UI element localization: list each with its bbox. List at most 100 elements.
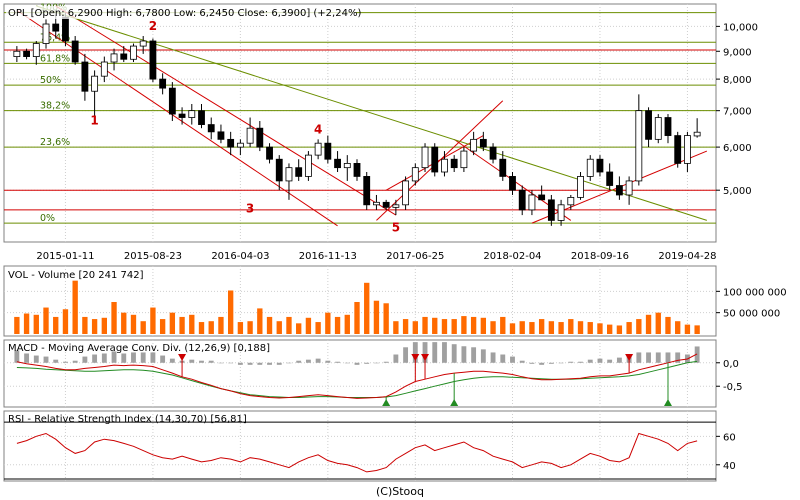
candle-body	[227, 138, 235, 148]
volume-bar	[150, 307, 156, 334]
volume-bar	[305, 317, 312, 334]
candle-body	[596, 158, 604, 173]
candle-body	[557, 204, 565, 221]
histogram-bar	[189, 359, 195, 363]
volume-bar	[393, 321, 399, 334]
volume-bar	[237, 322, 244, 334]
candle-body	[149, 40, 157, 80]
volume-bar	[383, 303, 389, 334]
fibonacci-levels: 100%76,4%61,8%50%38,2%23,6%0%	[4, 3, 716, 224]
macd-panel-frame	[3, 339, 717, 408]
candle-body	[275, 158, 283, 182]
candle-body	[402, 180, 410, 206]
x-tick-label: 2019-04-28	[658, 251, 716, 262]
histogram-bar	[480, 349, 486, 363]
histogram-bar	[276, 362, 282, 365]
macd-y-axis: 0,0 -0,5	[716, 359, 743, 393]
volume-bar	[364, 282, 370, 334]
volume-bar	[111, 302, 117, 334]
candle-body	[431, 146, 439, 173]
volume-bar	[296, 323, 302, 334]
volume-bar	[432, 317, 438, 334]
y-tick-label: 9,000	[723, 47, 752, 58]
volume-bar	[334, 316, 341, 334]
x-tick-label: 2015-08-23	[124, 251, 182, 262]
candle-body	[71, 40, 79, 63]
histogram-bar	[24, 353, 30, 363]
histogram-bar	[383, 361, 389, 363]
candle-body	[91, 75, 99, 92]
volume-bar	[529, 322, 535, 334]
trend-line	[36, 5, 708, 221]
y-tick-label: 10,000	[723, 22, 758, 33]
candle-body	[130, 45, 137, 60]
buy-marker	[663, 399, 672, 406]
candle-body	[100, 61, 108, 77]
fibonacci-label: 50%	[40, 75, 61, 86]
volume-bar	[286, 316, 292, 334]
histogram-bar	[675, 352, 681, 363]
candle-body	[499, 158, 507, 177]
histogram-bar	[510, 356, 515, 363]
volume-bar	[675, 321, 681, 334]
wave-label: 2	[149, 19, 157, 33]
histogram-bar	[568, 361, 574, 363]
histogram-bar	[228, 362, 234, 364]
candle-body	[693, 131, 701, 137]
volume-bar	[169, 312, 176, 334]
candle-body	[489, 146, 497, 160]
rsi-title: RSI - Relative Strength Index (14,30,70)…	[8, 414, 247, 425]
volume-panel: 50 000 000 100 000 000 VOL - Volume [20 2…	[3, 265, 787, 337]
x-tick-label: 2017-06-25	[386, 251, 444, 262]
price-y-axis: 5,000 6,000 7,000 8,000 9,000 10,000	[716, 22, 758, 197]
histogram-bar	[247, 362, 253, 365]
candle-body	[188, 110, 196, 118]
candle-body	[13, 50, 21, 57]
candle-body	[421, 146, 429, 169]
candle-body	[606, 171, 614, 186]
volume-bar	[23, 313, 30, 334]
candle-body	[538, 194, 546, 201]
histogram-bar	[422, 342, 428, 363]
histogram-bar	[519, 360, 525, 363]
volume-bar	[461, 316, 467, 334]
macd-histogram	[14, 342, 700, 365]
volume-bar	[189, 314, 195, 334]
volume-bar	[402, 319, 409, 334]
volume-bar	[14, 316, 20, 334]
x-tick-label: 2015-01-11	[36, 251, 94, 262]
candle-body	[547, 199, 555, 221]
candle-body	[363, 176, 371, 206]
histogram-bar	[548, 362, 554, 364]
volume-bar	[344, 314, 350, 334]
volume-bar	[558, 322, 564, 334]
candle-body	[32, 43, 40, 57]
histogram-bar	[490, 352, 496, 363]
volume-bar	[412, 321, 418, 334]
rsi-grid	[4, 411, 716, 481]
volume-bar	[626, 322, 632, 334]
volume-bar	[101, 317, 107, 334]
histogram-bar	[412, 342, 418, 363]
x-tick-label: 2018-02-04	[483, 251, 541, 262]
histogram-bar	[121, 353, 127, 363]
x-tick-label: 2016-11-13	[299, 251, 357, 262]
volume-bar	[179, 316, 185, 334]
volume-bar	[587, 322, 593, 334]
sell-marker	[625, 354, 634, 361]
candle-body	[674, 135, 682, 164]
candle-body	[304, 154, 312, 177]
histogram-bar	[335, 361, 340, 363]
candle-body	[518, 189, 526, 211]
volume-bar	[82, 316, 88, 334]
candle-body	[256, 127, 264, 148]
x-tick-label: 2018-09-16	[571, 251, 629, 262]
candle-body	[577, 176, 584, 198]
volume-bar	[72, 280, 78, 334]
y-tick-label: 100 000 000	[723, 287, 787, 298]
candle-body	[23, 50, 30, 57]
rsi-line	[16, 432, 698, 473]
histogram-bar	[597, 358, 603, 363]
rsi-line-path	[16, 432, 698, 473]
candle-body	[198, 110, 205, 125]
